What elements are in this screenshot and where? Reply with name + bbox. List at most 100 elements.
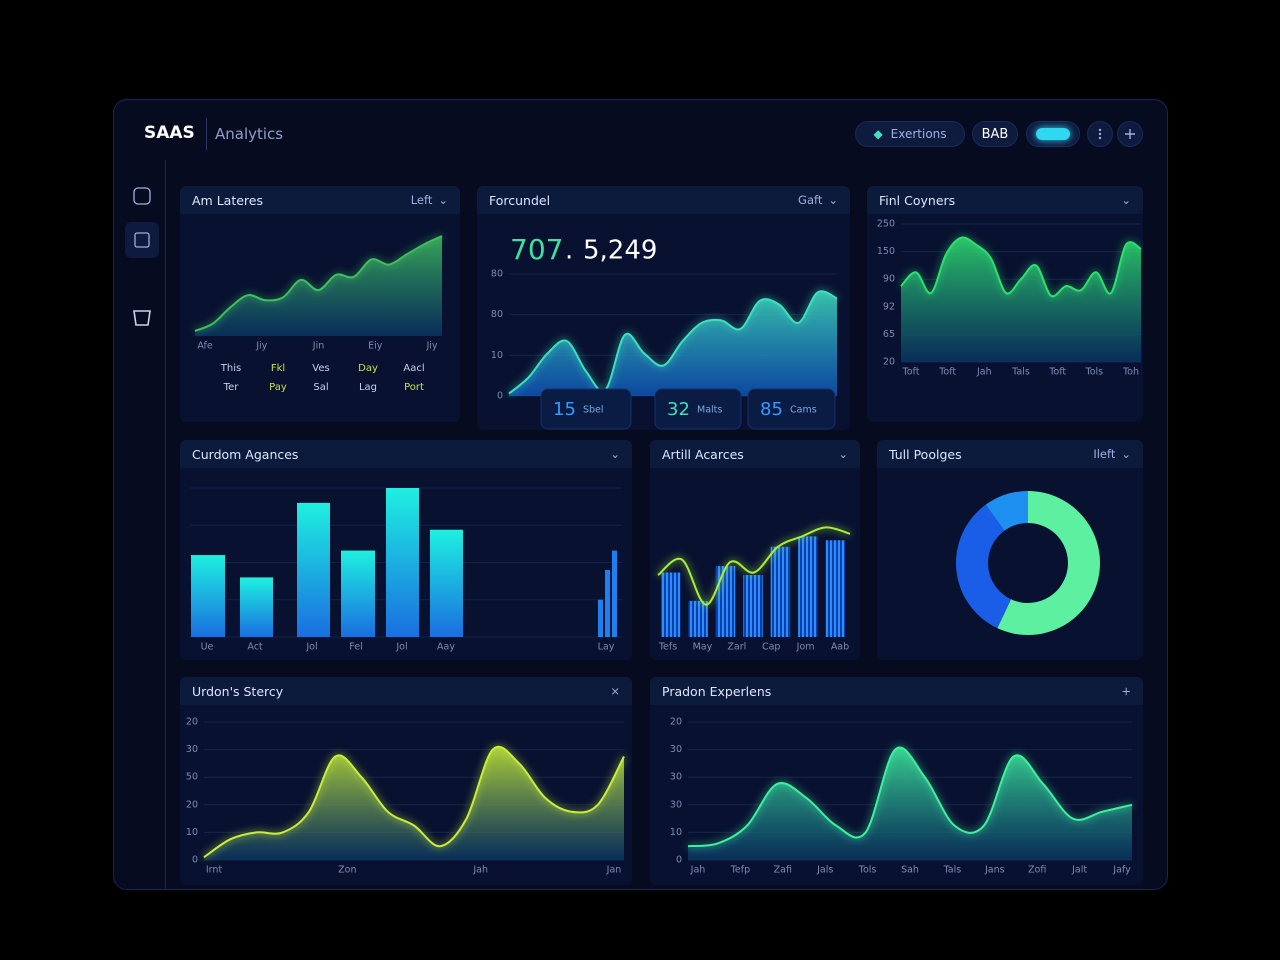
area-fill [509,291,837,396]
trend-line [657,526,851,606]
user-pill[interactable]: BAB [972,121,1018,147]
x-tick-label: Toft [1048,367,1066,378]
x-tick-label: Jan [606,865,622,876]
y-tick-label: 10 [670,827,682,838]
panel-action[interactable]: Ileft ⌄ [1093,447,1131,461]
y-tick-label: 20 [186,799,198,810]
active-item[interactable] [125,222,159,258]
bar [297,502,330,637]
panel-chart: 20 30 50 20 10 0 Irnt Zon Jah Jan [186,717,625,876]
panel-action[interactable]: Gaft ⌄ [798,193,838,207]
divider [206,118,207,150]
x-tick-label: Sah [901,865,919,876]
bar [191,555,225,637]
panel-chart: 80 80 10 0 707. 5,249 15 Sbel 32 Malts 85 Cams [491,233,838,430]
x-tick-label: Eiy [368,341,383,352]
x-tick-label: Ue [201,642,214,653]
x-tick-label: Zarl [727,642,746,653]
icon [1098,128,1102,140]
y-tick-label: 0 [676,855,682,866]
action-label: + [1121,684,1131,698]
panel-action[interactable]: + [1121,684,1131,698]
panel-title: Tull Poolges [889,446,962,462]
y-tick-label: 80 [491,269,503,280]
panel-header: Am Lateres Left ⌄ [180,186,460,214]
x-tick-label: Tefp [730,865,750,876]
x-tick-label: Aab [831,642,849,653]
panel-header: Pradon Experlens + [650,677,1143,705]
panel-header: Curdom Agances ⌄ [180,440,632,468]
area-line [687,746,1133,848]
area-line [508,290,838,395]
y-tick-label: 10 [491,350,503,361]
product: Analytics [215,125,284,143]
y-tick-label: 150 [877,246,895,257]
x-tick-label: Cap [762,642,781,653]
bar [715,566,736,637]
x-tick-label: May [693,642,713,653]
action-label: Left [410,193,433,207]
panel-action[interactable]: Left ⌄ [411,193,448,207]
y-tick-label: 90 [883,274,895,285]
panel-chart [956,491,1100,635]
panel-header: Forcundel Gaft ⌄ [477,186,850,214]
bar [386,488,419,637]
icon[interactable] [133,187,151,205]
x-tick-label: Jom [796,642,815,653]
y-tick-label: 30 [186,744,198,755]
x-tick-label: Lay [598,642,615,653]
x-tick-label: Fel [349,642,362,653]
icon: ◆ [873,127,883,141]
y-tick-label: 20 [670,717,682,728]
y-tick-label: 0 [497,391,503,402]
legend-item: Lag [359,382,377,393]
legend-item: Ves [312,363,329,374]
badge-value: 85 [760,399,783,420]
toggle[interactable] [1026,121,1080,147]
legend-item: Day [358,363,378,374]
x-tick-label: Jah [690,865,706,876]
panel-action[interactable]: × [610,684,620,698]
bar [688,600,708,637]
panel: Finl Coyners ⌄ 250 150 90 92 65 20 Toft Toft Jah Ta… [867,186,1143,422]
chevron[interactable]: ⌄ [610,447,620,461]
x-tick-label: Act [247,642,263,653]
area-line [194,235,443,332]
chevron: ⌄ [1121,447,1131,461]
badge-label: Malts [697,405,722,416]
y-tick-label: 0 [192,855,198,866]
area-fill [901,237,1141,362]
icon [134,232,150,248]
x-tick-label: Jans [984,865,1005,876]
panel: Artill Acarces ⌄ Tefs May Zarl Cap Jom Aab [650,440,860,660]
chevron: ⌄ [828,193,838,207]
panel-title: Finl Coyners [879,192,956,208]
x-tick-label: Toft [902,367,920,378]
x-tick-label: Jiy [255,341,267,352]
bar [770,546,791,637]
icon[interactable] [133,310,151,326]
x-tick-label: Irnt [206,865,223,876]
panel-chart: 20 30 30 30 10 0 Jah Tefp Zafi Jals Tols Sah Tals Jan… [670,717,1133,876]
area-fill [688,747,1132,860]
panel-chart: Afe Jiy Jin Eiy Jiy This Fkl Ves Day Aacl Ter Pay Sa… [194,235,443,393]
badge [747,388,836,430]
search-pill[interactable]: ◆ Exertions [855,121,965,147]
panel-title: Forcundel [489,192,551,208]
chevron[interactable]: ⌄ [1121,193,1131,207]
x-tick-label: Jin [312,341,324,352]
menu-button[interactable] [1087,121,1113,147]
chevron[interactable]: ⌄ [838,447,848,461]
x-tick-label: Jol [395,642,407,653]
panel-title: Curdom Agances [192,446,299,462]
bar [341,550,375,637]
panel-chart: Ue Act Jol Fel Jol Aay Lay [190,487,622,653]
donut-segment [997,491,1100,635]
add-button[interactable] [1117,121,1143,147]
legend-item: This [220,363,241,374]
toggle-knob [1036,128,1070,140]
y-tick-label: 10 [186,827,198,838]
panel: Pradon Experlens +20 30 30 30 10 0 Jah Tefp Zafi J… [650,677,1143,885]
x-tick-label: Jals [816,865,833,876]
